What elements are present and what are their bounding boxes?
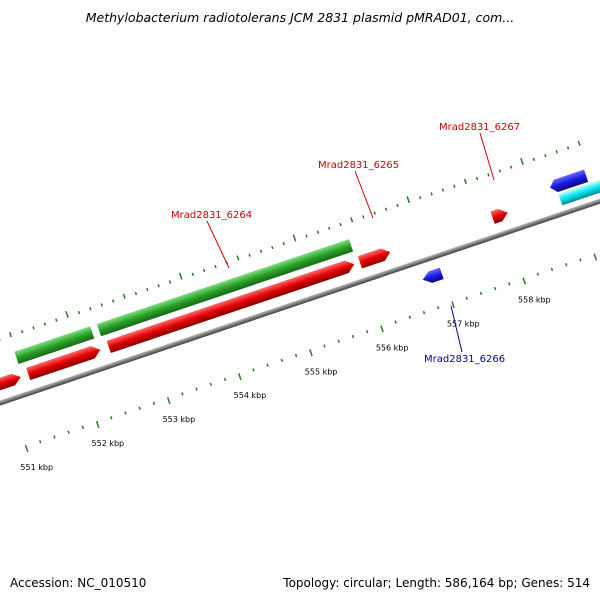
accession-text: Accession: NC_010510: [10, 576, 147, 590]
kbp-label: 555 kbp: [305, 367, 338, 376]
green-feature-track: [14, 239, 354, 365]
forward-gene[interactable]: [26, 344, 102, 381]
forward-genes: [0, 169, 600, 405]
kbp-labels: 551 kbp 552 kbp 553 kbp 554 kbp 555 kbp …: [20, 296, 551, 472]
backbone: [0, 183, 600, 419]
green-feature[interactable]: [14, 326, 95, 365]
gene-labels: Mrad2831_6264 Mrad2831_6265 Mrad2831_626…: [171, 122, 520, 365]
kbp-label: 553 kbp: [163, 415, 196, 424]
forward-gene-mrad2831-6265[interactable]: [357, 246, 392, 269]
kbp-label: 556 kbp: [376, 343, 409, 352]
map-title: Methylobacterium radiotolerans JCM 2831 …: [85, 10, 515, 25]
cyan-feature[interactable]: [558, 179, 600, 206]
kbp-label: 551 kbp: [20, 463, 53, 472]
gene-label: Mrad2831_6265: [318, 160, 399, 171]
green-feature[interactable]: [96, 239, 354, 337]
kbp-label: 557 kbp: [447, 319, 480, 328]
blue-feature[interactable]: [548, 169, 589, 194]
reverse-ticks: [24, 253, 598, 452]
reverse-gene-mrad2831-6266[interactable]: [421, 267, 444, 286]
kbp-label: 558 kbp: [518, 296, 551, 305]
gene-label: Mrad2831_6266: [424, 354, 505, 365]
forward-gene[interactable]: [0, 371, 23, 405]
label-leaders: [206, 132, 495, 353]
gene-label: Mrad2831_6264: [171, 210, 252, 221]
kbp-label: 554 kbp: [234, 391, 267, 400]
forward-gene-mrad2831-6264[interactable]: [106, 258, 357, 354]
forward-ticks: [0, 140, 581, 342]
forward-gene-mrad2831-6267[interactable]: [490, 206, 510, 224]
genome-summary-text: Topology: circular; Length: 586,164 bp; …: [283, 576, 590, 590]
gene-label: Mrad2831_6267: [439, 122, 520, 133]
kbp-label: 552 kbp: [92, 439, 125, 448]
